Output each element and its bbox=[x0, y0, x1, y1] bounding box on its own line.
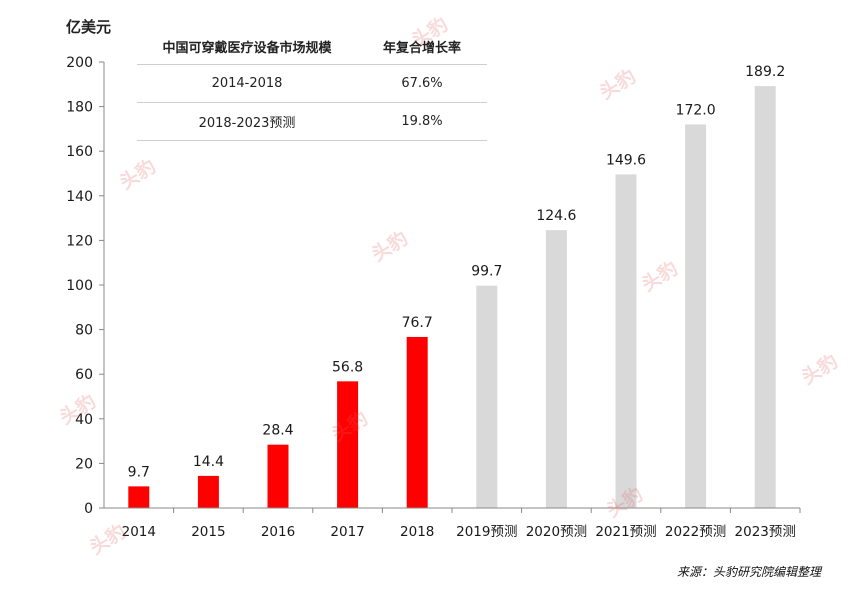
x-tick-label: 2023预测 bbox=[735, 524, 796, 540]
value-label: 28.4 bbox=[262, 423, 293, 439]
table-row: 2014-2018 67.6% bbox=[137, 64, 487, 103]
y-tick-label: 200 bbox=[66, 55, 93, 71]
bar-2020预测 bbox=[545, 230, 567, 508]
x-tick-label: 2017 bbox=[330, 524, 364, 540]
x-tick-label: 2019预测 bbox=[456, 524, 517, 540]
value-label: 56.8 bbox=[332, 359, 363, 375]
bars bbox=[128, 86, 776, 509]
cagr-period: 2018-2023预测 bbox=[137, 102, 357, 141]
y-tick-label: 140 bbox=[66, 189, 93, 205]
x-tick-label: 2014 bbox=[122, 524, 156, 540]
bar-2016 bbox=[267, 444, 289, 508]
source-note: 来源：头豹研究院编辑整理 bbox=[676, 565, 821, 579]
y-tick-label: 120 bbox=[66, 233, 93, 249]
bar-2018 bbox=[406, 336, 428, 508]
value-label: 14.4 bbox=[193, 454, 224, 470]
y-axis: 0 20 40 60 80 100 120 140 160 180 200 bbox=[66, 55, 105, 517]
y-axis-unit-label: 亿美元 bbox=[66, 18, 112, 36]
cagr-rate: 67.6% bbox=[357, 64, 487, 103]
cagr-rate: 19.8% bbox=[357, 102, 487, 141]
bar-2019预测 bbox=[476, 285, 498, 508]
y-tick-label: 100 bbox=[66, 278, 93, 294]
bar-2022预测 bbox=[685, 124, 707, 508]
x-tick-label: 2018 bbox=[400, 524, 434, 540]
value-label: 172.0 bbox=[676, 102, 716, 118]
x-tick-label: 2016 bbox=[261, 524, 295, 540]
cagr-table-header-row: 中国可穿戴医疗设备市场规模 年复合增长率 bbox=[137, 28, 487, 65]
bar-2023预测 bbox=[754, 86, 776, 509]
bar-2014 bbox=[128, 486, 150, 508]
bar-2015 bbox=[197, 475, 219, 508]
cagr-header-rate: 年复合增长率 bbox=[357, 28, 487, 65]
table-row: 2018-2023预测 19.8% bbox=[137, 102, 487, 141]
x-tick-label: 2022预测 bbox=[665, 524, 726, 540]
bar-2021预测 bbox=[615, 174, 637, 508]
value-labels: 9.7 14.4 28.4 56.8 76.7 99.7 124.6 149.6 172.0 18… bbox=[128, 64, 786, 480]
value-label: 189.2 bbox=[745, 64, 785, 80]
x-axis: 2014 2015 2016 2017 2018 2019预测 2020预测 2021预测 20… bbox=[104, 507, 801, 540]
x-tick-label: 2015 bbox=[191, 524, 225, 540]
value-label: 76.7 bbox=[402, 315, 433, 331]
value-label: 124.6 bbox=[536, 208, 576, 224]
y-tick-label: 60 bbox=[75, 367, 93, 383]
y-tick-label: 20 bbox=[75, 456, 93, 472]
y-tick-label: 160 bbox=[66, 144, 93, 160]
y-tick-label: 40 bbox=[75, 412, 93, 428]
y-tick-label: 0 bbox=[84, 501, 93, 517]
cagr-period: 2014-2018 bbox=[137, 64, 357, 103]
value-label: 9.7 bbox=[128, 464, 150, 480]
x-tick-label: 2020预测 bbox=[526, 524, 587, 540]
y-tick-label: 80 bbox=[75, 323, 93, 339]
value-label: 149.6 bbox=[606, 152, 646, 168]
cagr-header-market: 中国可穿戴医疗设备市场规模 bbox=[137, 28, 357, 65]
value-label: 99.7 bbox=[471, 264, 502, 280]
y-tick-label: 180 bbox=[66, 100, 93, 116]
x-tick-label: 2021预测 bbox=[595, 524, 656, 540]
cagr-table: 中国可穿戴医疗设备市场规模 年复合增长率 2014-2018 67.6% 201… bbox=[137, 28, 487, 141]
bar-2017 bbox=[337, 381, 359, 508]
